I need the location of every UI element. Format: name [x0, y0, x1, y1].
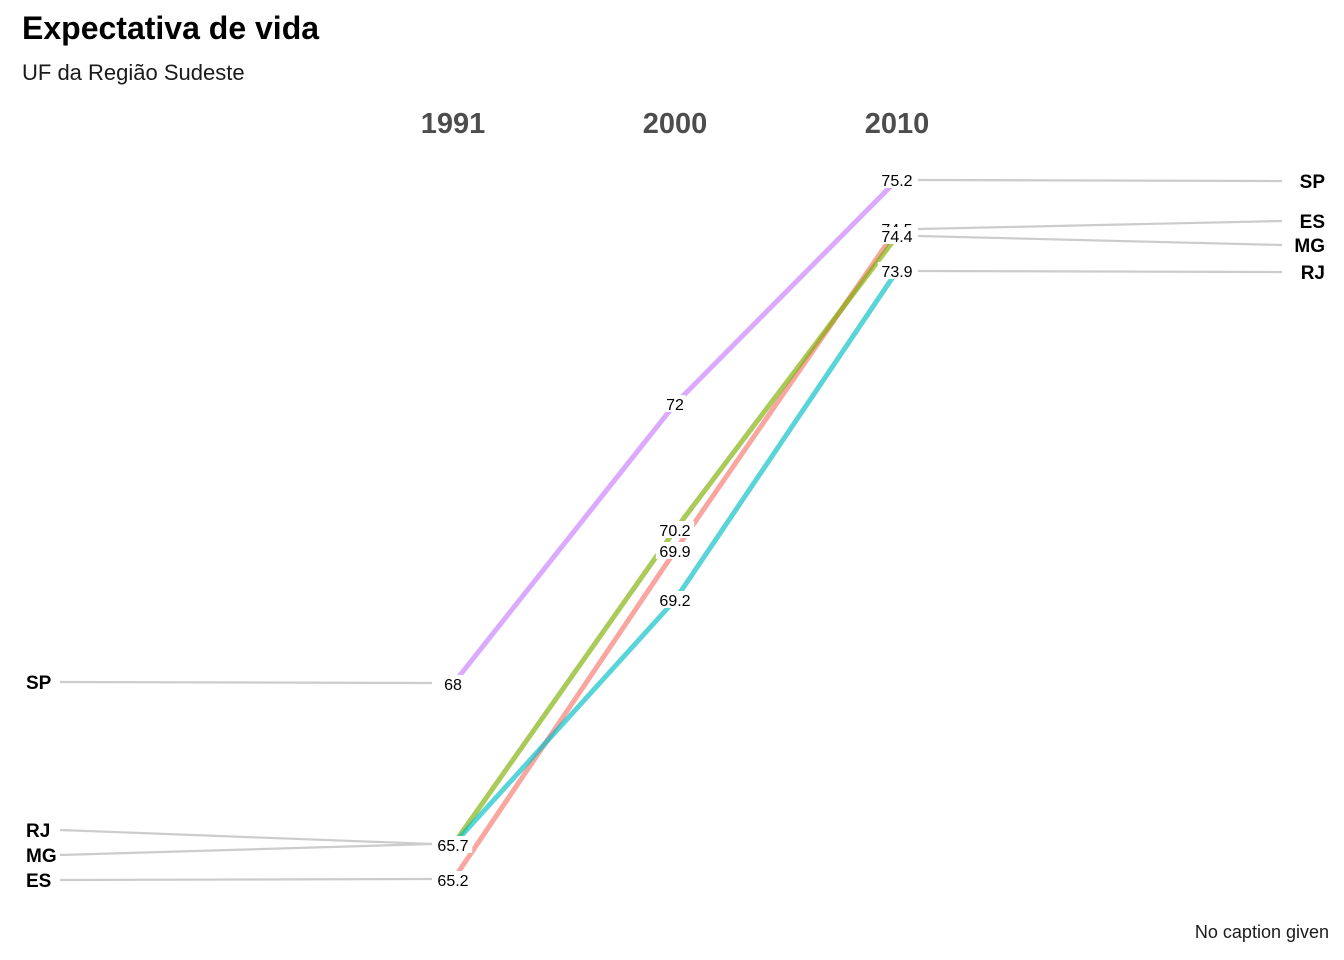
left-connector-SP — [59, 680, 433, 685]
chart-caption: No caption given — [1194, 922, 1329, 942]
value-label-bg-SP-1991 — [442, 675, 464, 692]
right-connector-ES — [917, 219, 1283, 231]
left-state-label-RJ: RJ — [26, 821, 50, 842]
right-state-label-RJ: RJ — [1301, 263, 1325, 284]
right-state-label-SP: SP — [1300, 172, 1326, 193]
left-state-label-MG: MG — [26, 846, 57, 867]
label-connectors — [59, 178, 1283, 882]
right-state-label-MG: MG — [1294, 236, 1325, 257]
left-state-label-ES: ES — [26, 871, 51, 892]
value-label-bg-RJ-2010 — [877, 262, 917, 279]
year-label-2010: 2010 — [865, 108, 930, 140]
value-label-RJ-2010: 73.9 — [881, 264, 912, 281]
right-connector-RJ — [917, 269, 1283, 274]
value-label-bg-MG-2010 — [877, 227, 917, 244]
chart-title: Expectativa de vida — [22, 10, 320, 46]
chart-subtitle: UF da Região Sudeste — [22, 60, 245, 85]
value-label-bg-SP-2010 — [877, 171, 917, 188]
value-label-ES-1991: 65.2 — [437, 873, 468, 890]
value-label-bg-ES-1991 — [433, 871, 473, 888]
value-label-RJ-1991: 65.7 — [437, 838, 468, 855]
right-connector-SP — [917, 178, 1283, 183]
value-label-bg-SP-2000 — [664, 395, 686, 412]
value-label-SP-2000: 72 — [666, 397, 684, 414]
value-label-RJ-2000: 69.2 — [659, 593, 690, 610]
value-label-SP-1991: 68 — [444, 677, 462, 694]
right-connector-MG — [917, 234, 1283, 247]
year-label-1991: 1991 — [421, 108, 486, 140]
value-label-bg-MG-2000 — [655, 521, 695, 538]
year-label-2000: 2000 — [643, 108, 708, 140]
value-label-bg-RJ-2000 — [655, 591, 695, 608]
left-connector-RJ — [59, 828, 433, 846]
value-label-SP-2010: 75.2 — [881, 173, 912, 190]
right-state-label-ES: ES — [1300, 212, 1325, 233]
value-label-bg-RJ-1991 — [433, 836, 473, 853]
state-labels: SP RJ MG ES SP ES MG RJ — [26, 172, 1325, 892]
series-line-MG — [450, 234, 899, 847]
value-label-bg-ES-2000 — [655, 542, 695, 559]
year-labels: 1991 2000 2010 — [421, 108, 930, 140]
left-state-label-SP: SP — [26, 673, 52, 694]
left-connector-ES — [59, 877, 433, 882]
value-label-MG-2000: 70.2 — [659, 523, 690, 540]
value-label-MG-2010: 74.4 — [881, 229, 912, 246]
left-connector-MG — [59, 842, 433, 857]
value-label-ES-2000: 69.9 — [659, 544, 690, 561]
